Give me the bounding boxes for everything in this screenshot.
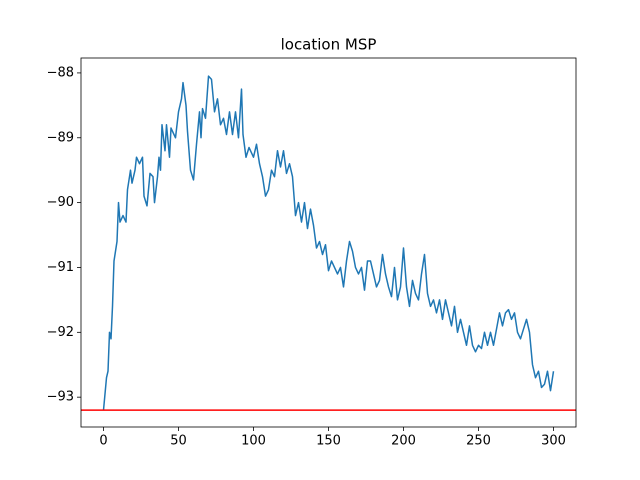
data-line	[102, 75, 555, 411]
chart-title: location MSP	[281, 36, 377, 54]
x-tick-label: 100	[241, 434, 266, 449]
y-tick-label: −90	[47, 195, 74, 210]
y-tick-label: −93	[47, 390, 74, 405]
y-tick-label: −89	[47, 130, 74, 145]
x-tick-label: 300	[541, 434, 566, 449]
x-tick-label: 250	[466, 434, 491, 449]
x-tick-label: 200	[391, 434, 416, 449]
y-tick-label: −88	[47, 65, 74, 80]
y-tick-label: −91	[47, 260, 74, 275]
x-tick-label: 0	[99, 434, 107, 449]
x-tick-label: 50	[170, 434, 187, 449]
y-tick-label: −92	[47, 325, 74, 340]
x-tick-label: 150	[316, 434, 341, 449]
plot-frame	[80, 57, 577, 428]
